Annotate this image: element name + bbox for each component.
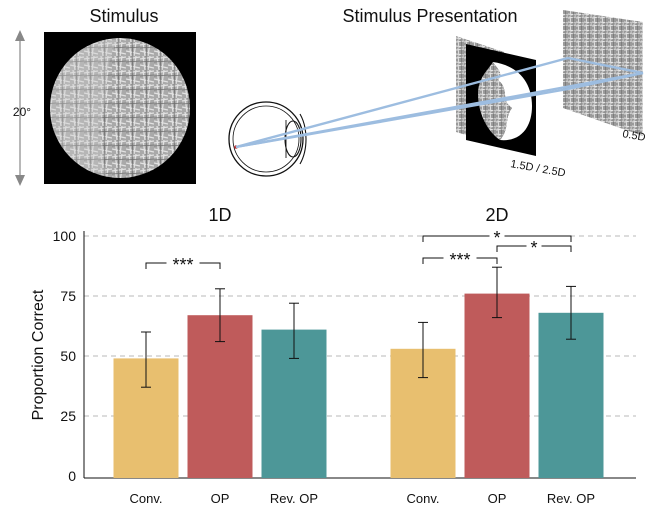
bars	[113, 293, 604, 478]
presentation-panel: Stimulus Presentation 0.5D 1.5D / 2.5D	[228, 6, 647, 180]
bracket-label-bg	[166, 257, 200, 269]
x-tick-label: OP	[488, 491, 507, 506]
bar-2d-2	[538, 312, 604, 478]
y-axis-label: Proportion Correct	[30, 289, 47, 420]
x-tick-label: OP	[211, 491, 230, 506]
x-tick-label: Conv.	[130, 491, 163, 506]
bracket-label-bg	[489, 230, 505, 242]
significance-bracket: *	[422, 228, 572, 248]
x-tick-label: Rev. OP	[547, 491, 595, 506]
light-rays	[235, 56, 644, 149]
significance-label: *	[493, 228, 500, 248]
y-tick-label: 75	[60, 288, 76, 304]
stimulus-disk	[50, 38, 190, 178]
stimulus-title: Stimulus	[89, 6, 158, 26]
far-screen	[563, 10, 643, 136]
near-display-label: 1.5D / 2.5D	[509, 158, 566, 179]
significance-label: *	[530, 238, 537, 258]
stimulus-blur-region	[50, 40, 118, 178]
chart-1d-title: 1D	[208, 205, 231, 225]
significance-bracket: ***	[422, 250, 498, 270]
y-ticks: 0 25 50 75 100	[53, 228, 77, 484]
x-tick-label: Rev. OP	[270, 491, 318, 506]
bracket-label-bg	[526, 240, 542, 252]
significance-label: ***	[172, 255, 193, 275]
y-tick-label: 50	[60, 348, 76, 364]
bar-1d-1	[187, 315, 253, 478]
x-tick-label: Conv.	[407, 491, 440, 506]
bracket-label-bg	[443, 252, 477, 264]
x-tick-labels: Conv. OP Rev. OP Conv. OP Rev. OP	[130, 491, 596, 506]
y-tick-label: 0	[68, 468, 76, 484]
extent-arrow	[15, 30, 25, 186]
bar-2d-1	[464, 293, 530, 478]
extent-label: 20°	[13, 105, 31, 119]
significance-bracket: *	[496, 238, 572, 258]
presentation-title: Stimulus Presentation	[342, 6, 517, 26]
significance-label: ***	[449, 250, 470, 270]
error-bars	[141, 266, 576, 388]
stimulus-panel: Stimulus 20°	[13, 6, 196, 186]
significance-brackets: *** *****	[145, 228, 572, 275]
y-tick-label: 25	[60, 408, 76, 424]
significance-bracket: ***	[145, 255, 221, 275]
chart-2d-title: 2D	[485, 205, 508, 225]
far-screen-label: 0.5D	[621, 128, 646, 144]
y-tick-label: 100	[53, 228, 77, 244]
